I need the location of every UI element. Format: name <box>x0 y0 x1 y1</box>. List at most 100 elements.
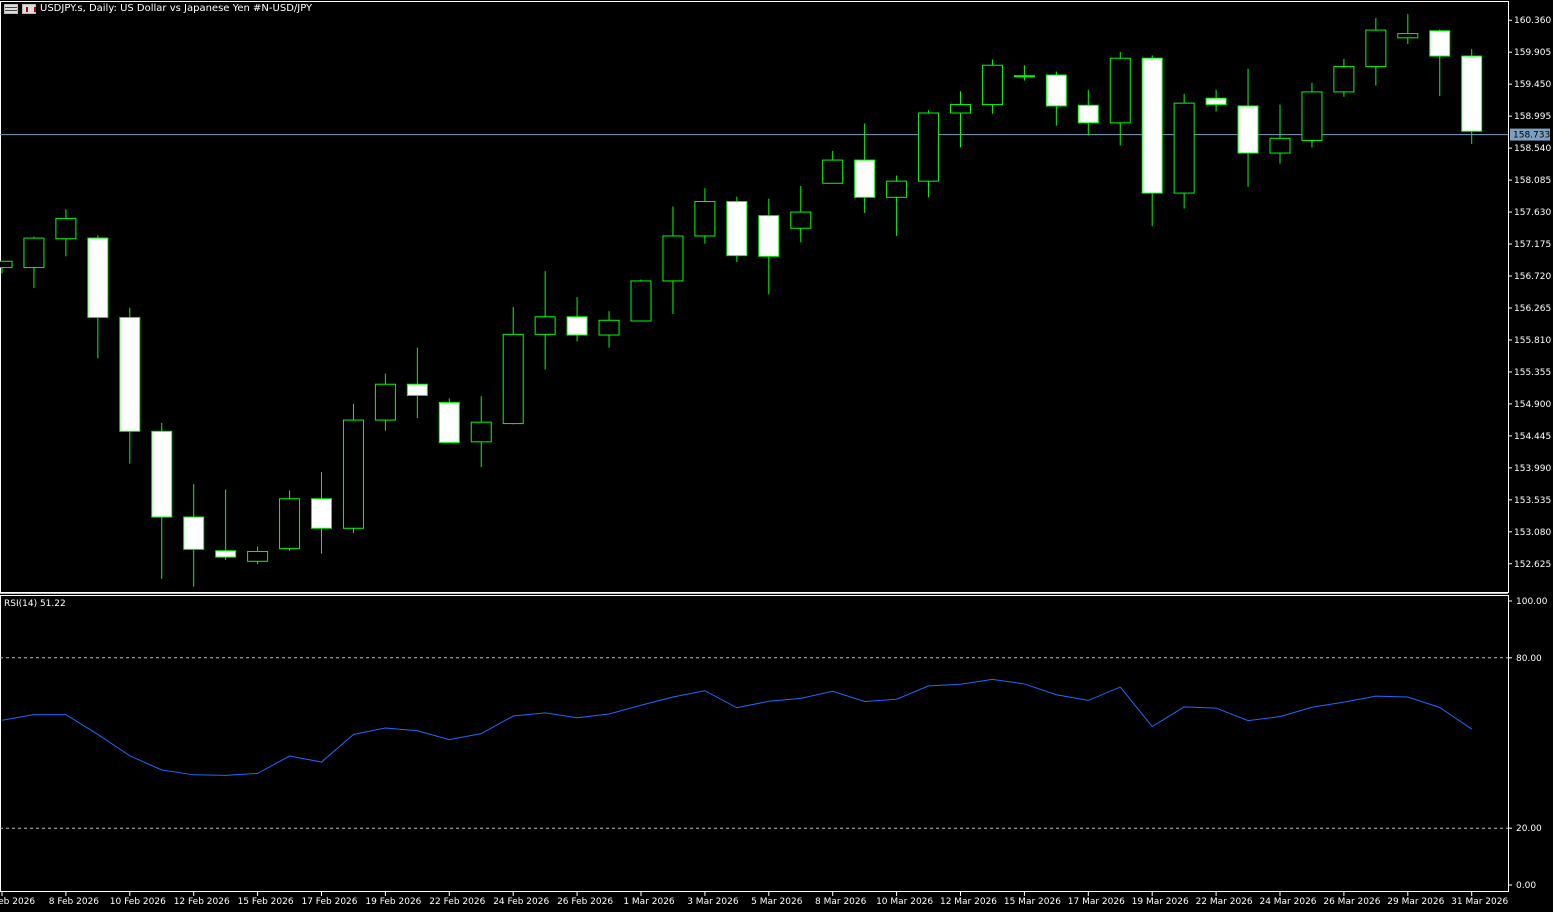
candle-bull <box>1397 33 1419 39</box>
x-tick-label: 1 Mar 2026 <box>623 897 675 907</box>
main-panel-frame <box>0 1 1509 593</box>
x-tick-label: 17 Mar 2026 <box>1068 897 1125 907</box>
candle-bear <box>183 516 205 550</box>
rsi-y-tick-label: 20.00 <box>1516 824 1542 834</box>
rsi-series-line <box>1 678 1472 776</box>
y-tick-label: 158.085 <box>1514 176 1551 186</box>
x-tick-label: 8 Mar 2026 <box>815 897 867 907</box>
candle-bear <box>119 316 141 432</box>
x-tick-label: 15 Mar 2026 <box>1004 897 1061 907</box>
candle-bear <box>1237 105 1259 154</box>
chart-title: USDJPY.s, Daily: US Dollar vs Japanese Y… <box>40 3 313 14</box>
x-tick-label: 26 Mar 2026 <box>1323 897 1380 907</box>
candle-bear <box>151 430 173 518</box>
x-tick-label: 3 Mar 2026 <box>687 897 739 907</box>
candle-bull <box>918 112 940 182</box>
x-tick-label: 10 Mar 2026 <box>876 897 933 907</box>
x-tick-label: 31 Mar 2026 <box>1451 897 1508 907</box>
y-tick-label: 153.990 <box>1514 464 1551 474</box>
candle-bull <box>342 419 364 529</box>
y-tick-label: 157.175 <box>1514 240 1551 250</box>
x-tick-label: 10 Feb 2026 <box>110 897 166 907</box>
candle-bear <box>87 237 109 318</box>
candle-bull <box>981 64 1003 106</box>
x-tick-label: 24 Feb 2026 <box>493 897 549 907</box>
x-tick-label: 22 Mar 2026 <box>1196 897 1253 907</box>
candle-bull <box>886 180 908 198</box>
candle-bear <box>1045 74 1067 107</box>
candle-bull <box>1365 29 1387 68</box>
candle-bull <box>534 316 556 335</box>
candle-bear <box>854 159 876 198</box>
y-tick-label: 152.625 <box>1514 560 1551 570</box>
y-tick-label: 154.900 <box>1514 400 1551 410</box>
candle-bear <box>566 316 588 336</box>
x-tick-label: 29 Mar 2026 <box>1387 897 1444 907</box>
chart-header: USDJPY.s, Daily: US Dollar vs Japanese Y… <box>4 3 312 14</box>
candle-bull <box>630 280 652 322</box>
candle-bear <box>726 201 748 257</box>
candle-bull <box>55 217 77 240</box>
candle-bull <box>598 319 620 336</box>
candle-bull <box>23 237 45 269</box>
candle-bear <box>1461 55 1483 132</box>
x-tick-label: 26 Feb 2026 <box>557 897 613 907</box>
x-tick-label: 19 Feb 2026 <box>365 897 421 907</box>
candle-bull <box>502 333 524 425</box>
y-tick-label: 157.630 <box>1514 208 1551 218</box>
candle-bull <box>1269 137 1291 154</box>
rsi-y-tick-label: 100.00 <box>1516 597 1548 607</box>
candle-bull <box>1173 102 1195 194</box>
y-tick-label: 155.355 <box>1514 368 1551 378</box>
candle-bull <box>374 383 396 421</box>
candle-bear <box>1429 30 1451 57</box>
y-tick-label: 153.080 <box>1514 528 1551 538</box>
y-tick-label: 159.905 <box>1514 48 1551 58</box>
candle-bull <box>1109 57 1131 124</box>
candle-bear <box>1141 57 1163 194</box>
rsi-panel-frame <box>0 595 1509 892</box>
x-tick-label: 5 Mar 2026 <box>751 897 803 907</box>
candle-bull <box>0 260 13 269</box>
y-tick-label: 156.265 <box>1514 304 1551 314</box>
candle-bull <box>279 498 301 550</box>
candle-bull <box>822 159 844 184</box>
y-tick-label: 154.445 <box>1514 432 1551 442</box>
y-tick-label: 158.995 <box>1514 112 1551 122</box>
y-tick-label: 156.720 <box>1514 272 1551 282</box>
x-tick-label: 8 Feb 2026 <box>49 897 100 907</box>
y-tick-label: 155.810 <box>1514 336 1551 346</box>
x-tick-label: 15 Feb 2026 <box>238 897 294 907</box>
bars-icon[interactable] <box>22 3 36 14</box>
candle-bear <box>758 215 780 257</box>
candle-bear <box>215 550 237 558</box>
x-tick-label: 19 Mar 2026 <box>1132 897 1189 907</box>
current-price-badge <box>1510 128 1550 141</box>
candle-bull <box>1333 66 1355 93</box>
candle-bull <box>662 235 684 282</box>
candle-bull <box>1013 75 1035 78</box>
candle-bull <box>1301 91 1323 141</box>
x-tick-label: 12 Mar 2026 <box>940 897 997 907</box>
candle-bear <box>406 383 428 396</box>
candle-bear <box>1205 97 1227 106</box>
rsi-title: RSI(14) 51.22 <box>4 599 66 609</box>
y-tick-label: 160.360 <box>1514 16 1551 26</box>
y-tick-label: 158.540 <box>1514 144 1551 154</box>
candle-bear <box>311 498 332 529</box>
chart-menu-icon[interactable] <box>4 3 18 14</box>
y-tick-label: 159.450 <box>1514 80 1551 90</box>
rsi-y-tick-label: 0.00 <box>1516 881 1536 891</box>
candle-bull <box>950 104 971 114</box>
candle-bear <box>438 401 460 444</box>
x-tick-label: 5 Feb 2026 <box>0 897 35 907</box>
candle-bull <box>694 201 716 237</box>
candle-bear <box>1077 104 1099 124</box>
candle-bull <box>790 211 812 229</box>
x-tick-label: 12 Feb 2026 <box>174 897 230 907</box>
x-tick-label: 24 Mar 2026 <box>1259 897 1316 907</box>
rsi-y-tick-label: 80.00 <box>1516 654 1542 664</box>
current-price-label: 158.733 <box>1513 131 1550 141</box>
